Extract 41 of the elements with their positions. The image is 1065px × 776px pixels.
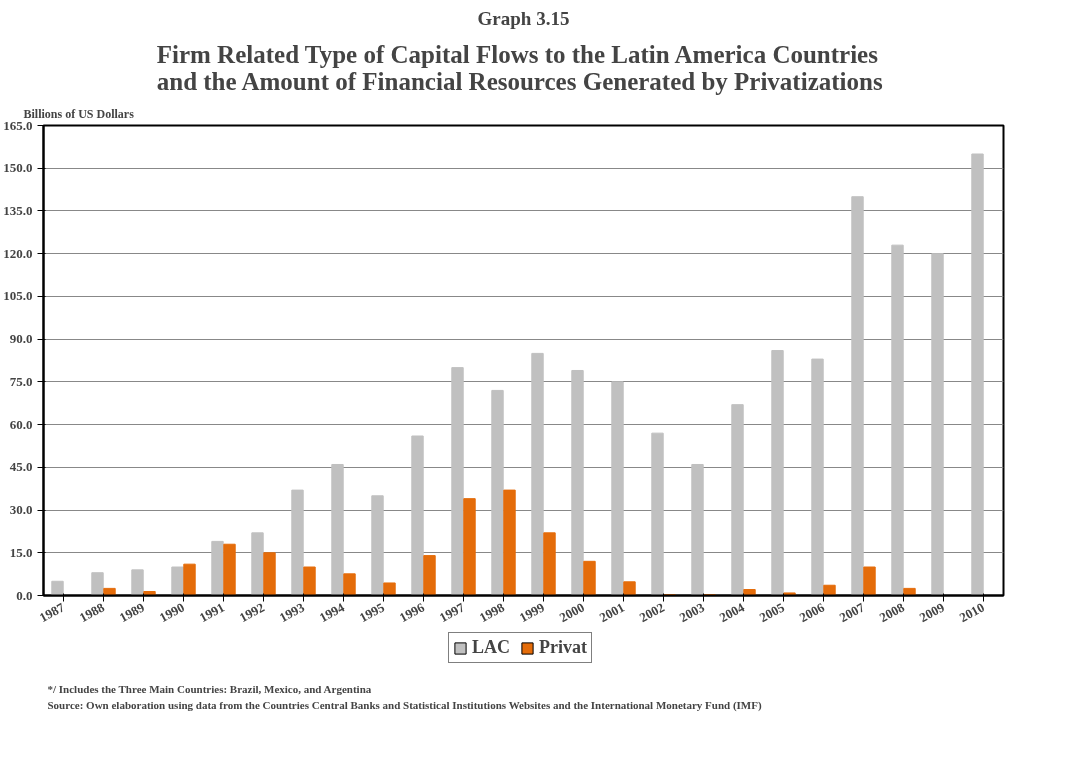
y-tick-label: 135.0	[3, 202, 33, 218]
x-tick-label: 1993	[276, 599, 308, 626]
chart-subtitle: Firm Related Type of Capital Flows to the Latin America Countries and the Amount of Financial Resources Generated by Privatizations	[156, 40, 883, 95]
x-tick-label: 2007	[836, 599, 868, 626]
x-tick-label: 1989	[116, 599, 148, 626]
x-tick-label: 2005	[756, 599, 788, 626]
y-tick-label: 90.0	[9, 331, 33, 347]
y-tick-label: 150.0	[3, 160, 33, 176]
x-tick-label: 1997	[436, 599, 468, 626]
y-tick-label: 105.0	[3, 288, 33, 304]
x-tick-label: 2008	[876, 599, 908, 626]
x-tick-label: 1998	[476, 599, 508, 626]
x-tick-label: 1995	[356, 599, 388, 626]
x-tick-label: 1994	[316, 599, 348, 626]
y-tick-label: 30.0	[9, 502, 33, 518]
y-tick-label: 45.0	[9, 459, 33, 475]
x-tick-label: 2010	[956, 599, 987, 626]
y-tick-label: 0.0	[16, 587, 33, 603]
x-tick-label: 2004	[716, 599, 748, 626]
y-tick-label: 60.0	[9, 416, 33, 432]
x-tick-label: 1988	[76, 599, 108, 626]
x-tick-label: 1990	[156, 599, 187, 626]
source-note: Source: Own elaboration using data from the Countries Central Banks and Statistical Institutions Websites and the International Monetary Fund (IMF)	[47, 698, 762, 712]
legend-label: Privat	[539, 637, 587, 658]
x-tick-label: 2006	[796, 599, 828, 626]
legend-label: LAC	[472, 637, 511, 658]
text: */ Includes the Three Main Countries: Brazil, Mexico, and Argentina	[47, 682, 372, 695]
x-tick-label: 2001	[596, 599, 627, 626]
x-tick-label: 1992	[236, 599, 267, 626]
y-tick-label: 120.0	[3, 245, 33, 261]
y-tick-label: 75.0	[9, 373, 33, 389]
x-tick-label: 1987	[36, 599, 68, 626]
x-tick-label: 1991	[196, 599, 227, 626]
x-tick-label: 1999	[516, 599, 548, 626]
x-tick-label: 2000	[556, 599, 587, 626]
x-tick-label: 2002	[636, 599, 667, 626]
x-tick-label: 1996	[396, 599, 428, 626]
y-tick-label: 15.0	[9, 544, 33, 560]
chart-title: Graph 3.15	[477, 7, 570, 29]
x-tick-label: 2003	[676, 599, 708, 626]
x-tick-label: 2009	[916, 599, 948, 626]
